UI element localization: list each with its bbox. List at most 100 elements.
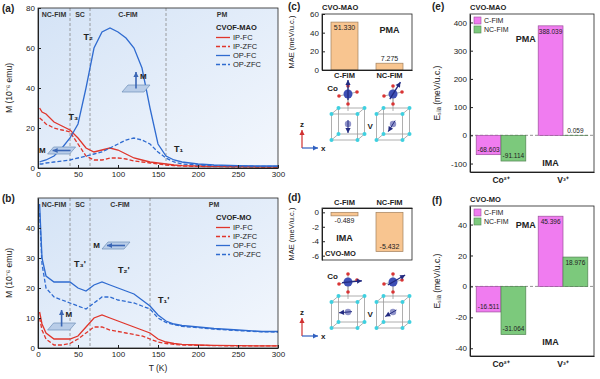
series-line: [40, 118, 278, 167]
panel-letter: (b): [2, 193, 15, 204]
structure-bond: [377, 302, 403, 303]
x-tick-label: 150: [152, 350, 166, 359]
structure-bond: [338, 108, 339, 134]
legend-swatch: [216, 254, 230, 255]
y-axis: -6-4-20: [312, 208, 325, 260]
anion-atom: [375, 300, 379, 304]
legend-swatch: [216, 227, 230, 228]
series-line: [40, 28, 278, 166]
co-spin-shaft: [390, 82, 401, 99]
y-tick: -2: [312, 223, 325, 232]
axis-indicator-label: x: [321, 144, 326, 153]
x-axis-arrow-head: [313, 145, 318, 150]
legend-swatch: [474, 26, 481, 33]
x-axis-title: T (K): [149, 363, 168, 373]
structure-bond: [331, 114, 332, 140]
magnetization-inset: M: [39, 146, 76, 155]
bar: [538, 216, 563, 286]
x-tick: 200: [192, 345, 206, 359]
bar: [331, 212, 358, 216]
region-boundary: [90, 198, 91, 348]
x-tick: 150: [152, 165, 166, 179]
panel-letter: (e): [432, 1, 444, 12]
x-tick-mark: [238, 345, 239, 348]
axis-indicator: zx: [299, 120, 326, 153]
y-tick-label: 60: [310, 10, 319, 19]
region-label: PM: [217, 11, 228, 18]
legend-swatch: [216, 64, 230, 65]
bar: [331, 22, 358, 70]
y-tick-label: 0: [31, 164, 36, 173]
structure-bond: [409, 108, 410, 134]
atom-label: V: [368, 122, 374, 131]
plot-area: [331, 212, 403, 251]
structure-bond: [384, 296, 410, 297]
x-tick-label: Co²⁺: [492, 359, 509, 369]
y-tick-mark: [38, 128, 41, 129]
legend-label: OP-FC: [233, 51, 257, 60]
y-tick-mark: [470, 164, 473, 165]
region-label: NC-FIM: [42, 11, 67, 18]
legend-label: OP-FC: [233, 241, 257, 250]
x-tick-label: Co²⁺: [492, 175, 509, 185]
x-tick-label: C-FIM: [334, 198, 355, 207]
plot-background: [38, 198, 278, 348]
y-axis-title: M (10⁻⁶ emu): [4, 248, 14, 298]
v-spin-head: [385, 312, 391, 317]
legend-label: C-FIM: [484, 209, 504, 216]
y-tick-label: 0: [463, 282, 468, 291]
series-line: [40, 138, 278, 166]
y-tick-mark: [470, 135, 473, 136]
anion-atom: [382, 132, 386, 136]
transition-label: T₃': [74, 259, 86, 269]
legend-label: IP-FC: [233, 33, 253, 42]
legend-label: IP-ZFC: [233, 232, 258, 241]
plot-background: [470, 206, 594, 356]
x-tick-label: 200: [192, 170, 206, 179]
bar: [376, 212, 403, 251]
x-tick-label: 100: [112, 170, 126, 179]
v-spin-head: [345, 128, 350, 133]
plot-frame: [322, 14, 412, 70]
anion-atom: [363, 294, 367, 298]
plot-background: [470, 14, 594, 172]
anion-atom: [337, 294, 341, 298]
data-labels: -0.489-5.432: [335, 217, 400, 250]
y-tick: 20: [458, 252, 473, 261]
axis-indicator: zx: [299, 308, 326, 341]
anion-atom: [356, 326, 360, 330]
x-tick: NC-FIM: [376, 198, 402, 208]
y-tick-label: 400: [454, 19, 468, 28]
x-axis: C-FIM NC-FIM: [323, 198, 413, 209]
y-tick-label: -6: [312, 252, 320, 261]
structure-bond: [331, 302, 332, 328]
panel-line: 050100150200250300010203040NC-FIMSCC-FIM…: [2, 193, 286, 373]
inset-arrow-head: [107, 243, 112, 248]
y-tick-mark: [38, 258, 41, 259]
legend-label: NC-FIM: [484, 218, 509, 225]
structure-bond: [338, 296, 339, 322]
panel-letter: (f): [432, 195, 442, 206]
legend-swatch: [216, 55, 230, 56]
anion-atom: [330, 112, 334, 116]
region-label: NC-FIM: [42, 201, 67, 208]
x-tick: Co²⁺: [492, 172, 509, 185]
anion-atom: [330, 326, 334, 330]
v-spin-head: [388, 126, 393, 132]
oxygen-atom: [355, 90, 359, 94]
plot-area: [331, 22, 403, 70]
y-tick-label: 20: [26, 284, 35, 293]
y-tick-mark: [470, 107, 473, 108]
plot-frame: [470, 14, 594, 172]
y-tick-mark: [322, 51, 325, 52]
plot-area: [470, 216, 594, 334]
y-tick-mark: [470, 255, 473, 256]
structure-bond: [384, 108, 410, 109]
structure-bond: [402, 114, 403, 140]
legend: C-FIMNC-FIM: [474, 17, 509, 33]
data-label: -5.432: [380, 243, 400, 250]
x-axis-arrow-head: [313, 333, 318, 338]
x-tick-label: NC-FIM: [376, 71, 402, 80]
x-tick-mark: [118, 345, 119, 348]
legend: CVOF-MOIP-FCIP-ZFCOP-FCOP-ZFC: [216, 213, 261, 259]
